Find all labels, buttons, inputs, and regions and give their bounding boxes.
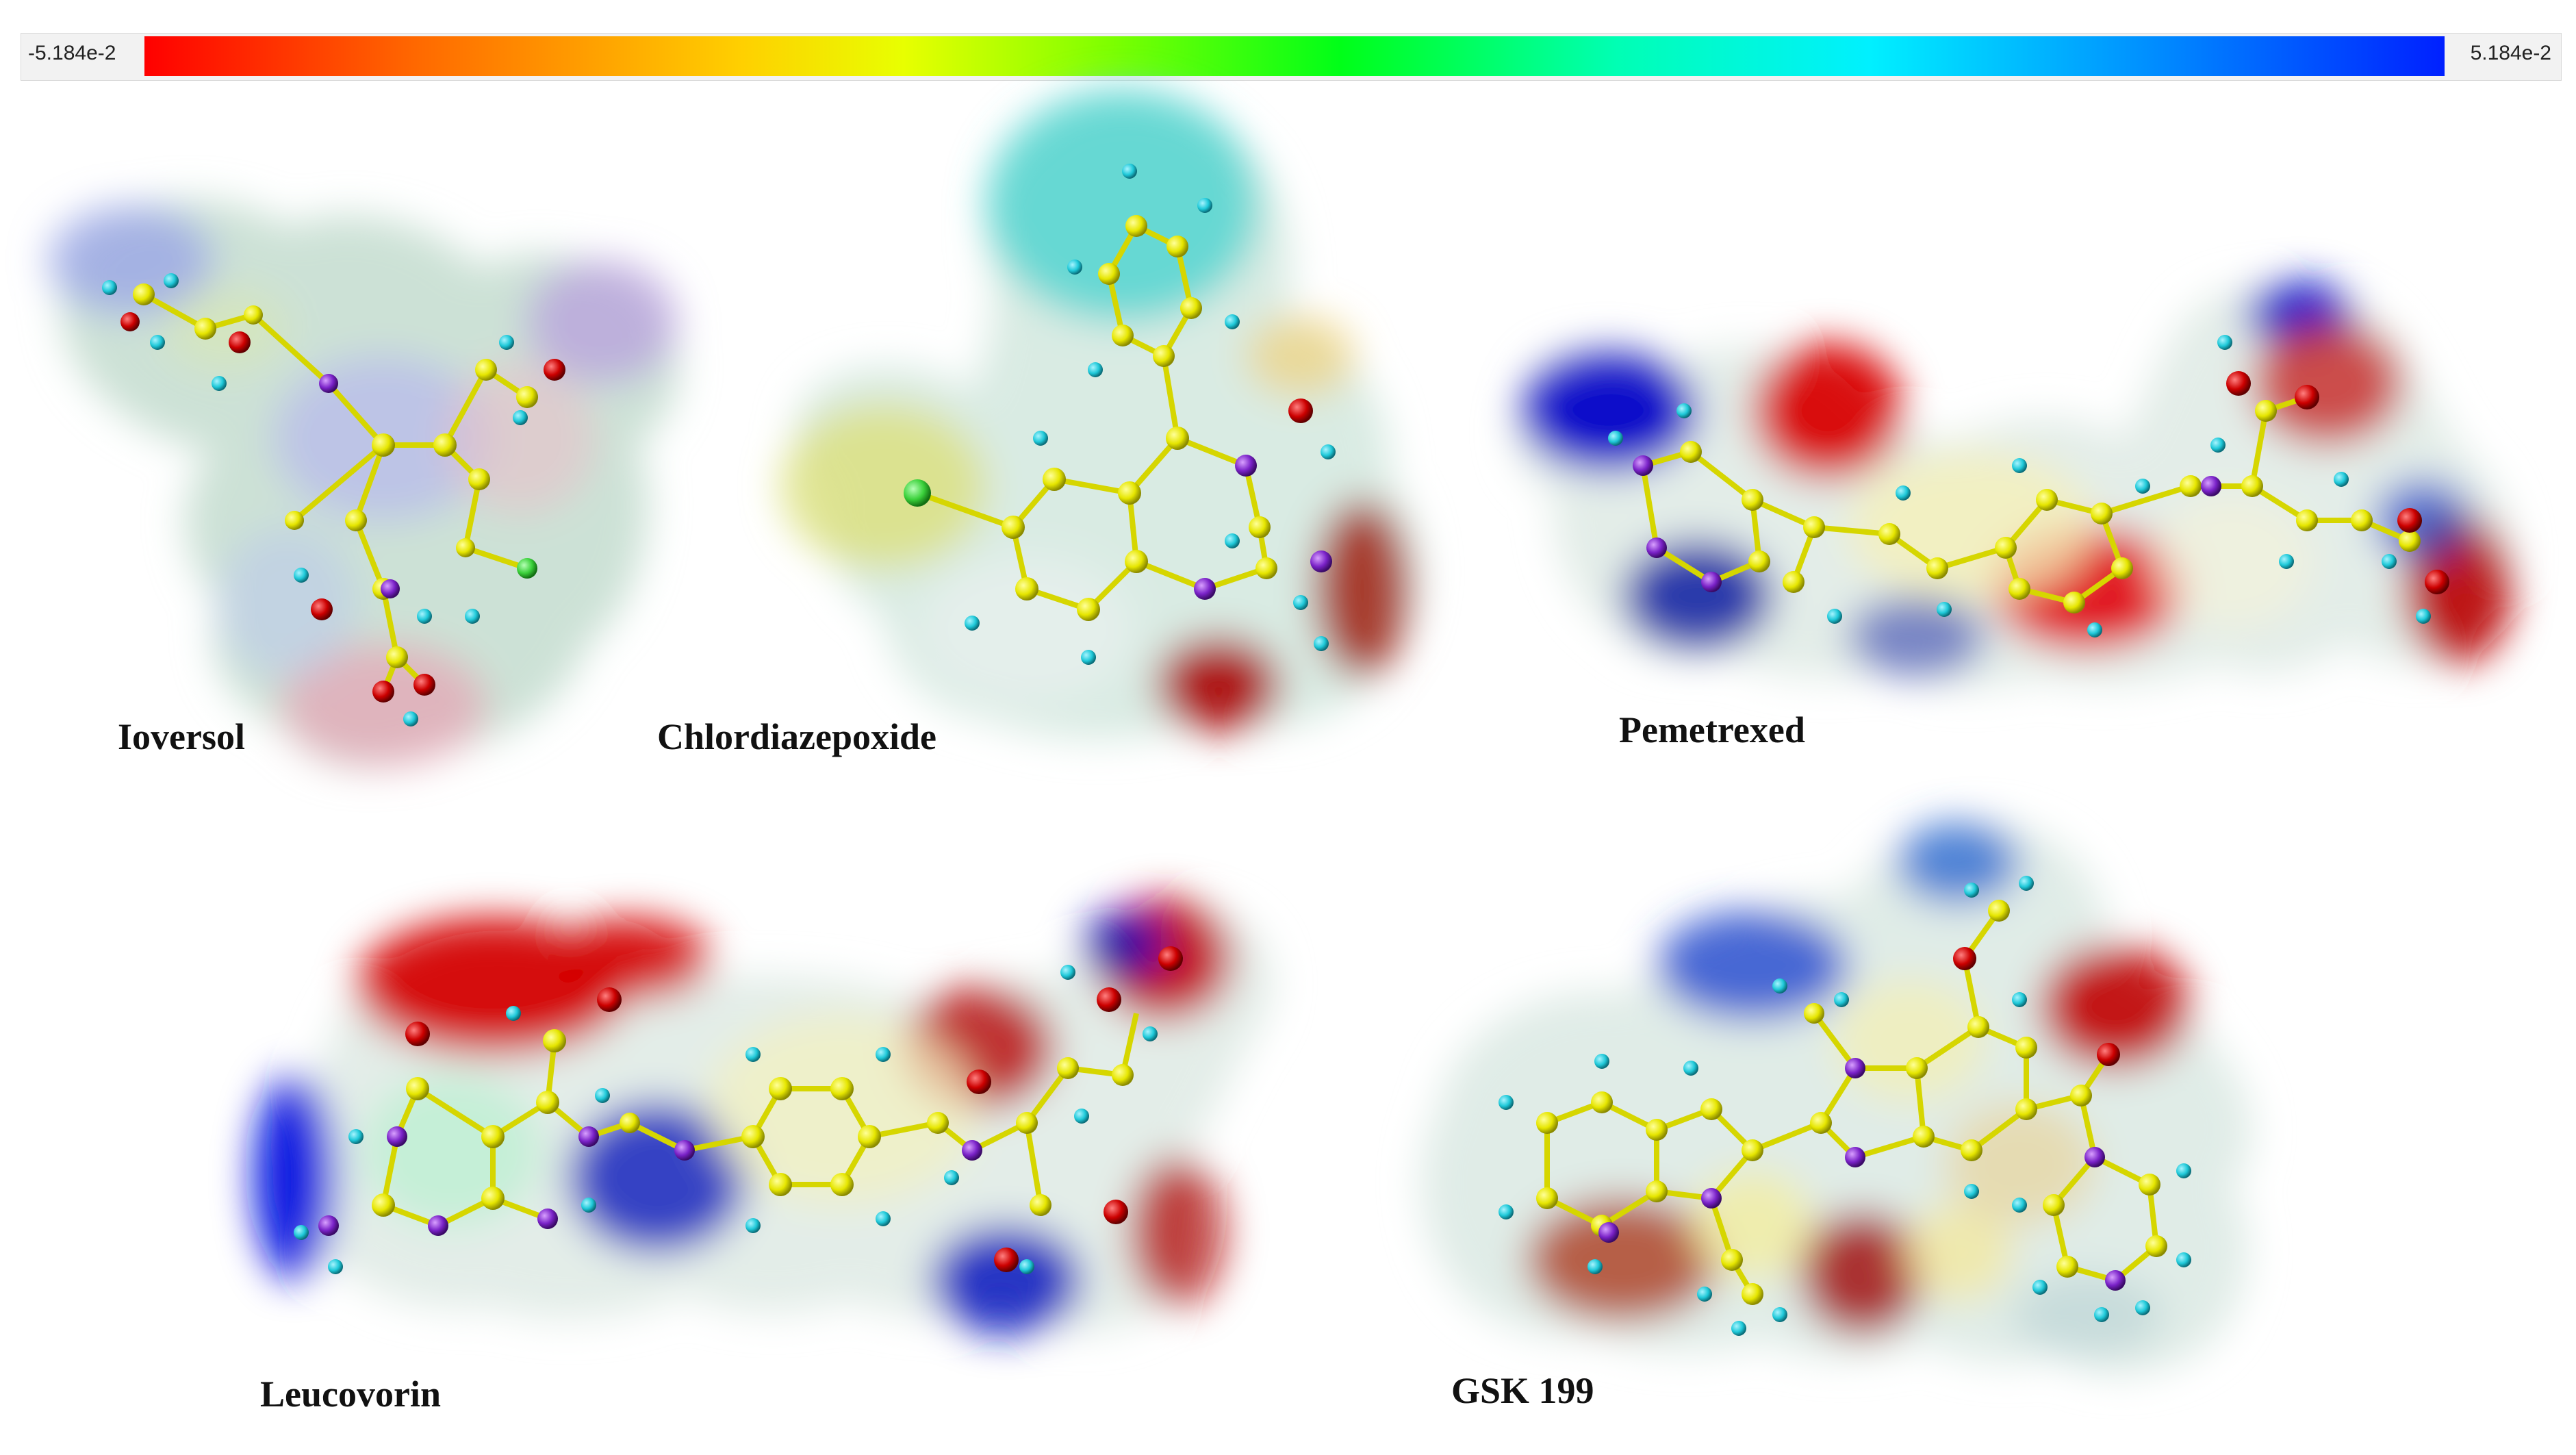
pemetrexed-label: Pemetrexed xyxy=(1619,709,1805,750)
scale-gradient-bar xyxy=(144,36,2445,76)
leucovorin-mep-surface xyxy=(253,897,1274,1335)
ioversol-label: Ioversol xyxy=(118,716,245,757)
potential-color-scale: -5.184e-2 5.184e-2 xyxy=(21,33,2562,81)
gsk199-label: GSK 199 xyxy=(1451,1370,1594,1411)
chlordiazepoxide-mep-surface xyxy=(780,89,1420,739)
gsk199-mep-surface xyxy=(1420,822,2252,1375)
scale-max-label: 5.184e-2 xyxy=(2470,42,2551,64)
scale-min-label: -5.184e-2 xyxy=(28,42,116,64)
pemetrexed-mep-surface xyxy=(1513,281,2514,687)
ioversol-mep-surface xyxy=(48,199,680,768)
chlordiazepoxide-label: Chlordiazepoxide xyxy=(657,716,937,757)
leucovorin-label: Leucovorin xyxy=(260,1374,441,1415)
